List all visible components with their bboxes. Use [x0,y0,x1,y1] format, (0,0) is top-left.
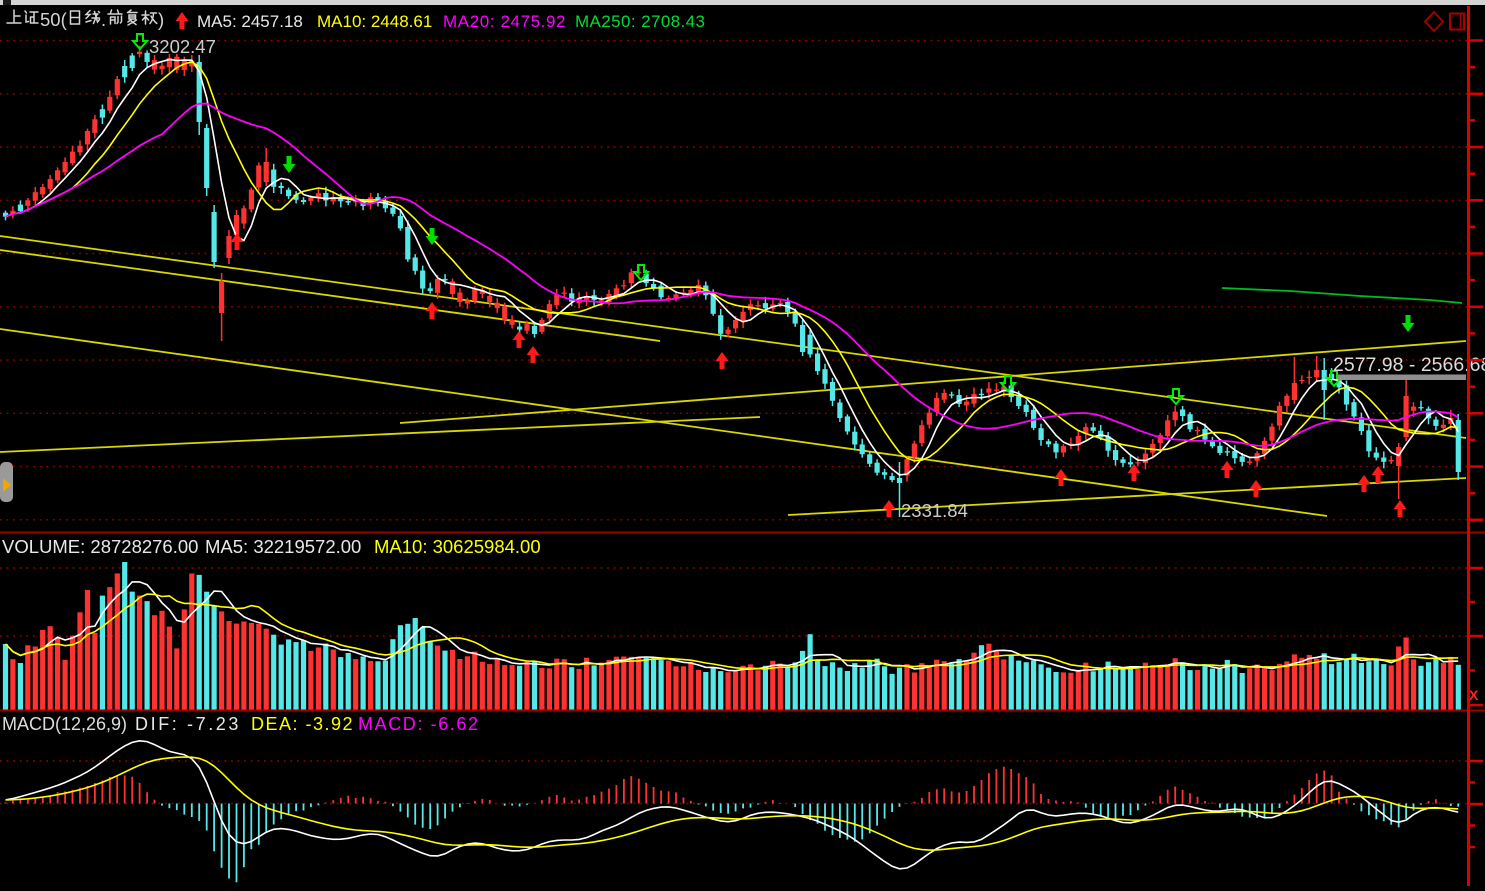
svg-text:X: X [1469,687,1479,703]
svg-text:): ) [158,9,164,30]
svg-text:DEA: -3.92: DEA: -3.92 [251,714,354,734]
svg-text:MA10: 2448.61: MA10: 2448.61 [317,12,432,31]
svg-text:MA5: 32219572.00: MA5: 32219572.00 [205,536,361,557]
svg-text:DIF: -7.23: DIF: -7.23 [135,714,241,734]
svg-text:MACD: -6.62: MACD: -6.62 [358,714,480,734]
svg-text:MA10: 30625984.00: MA10: 30625984.00 [374,536,541,557]
svg-text:MA20: 2475.92: MA20: 2475.92 [443,12,566,31]
svg-text:3202.47: 3202.47 [149,36,216,57]
svg-text:MA5: 2457.18: MA5: 2457.18 [197,12,303,31]
svg-text:VOLUME: 28728276.00: VOLUME: 28728276.00 [2,536,198,557]
svg-text:MACD(12,26,9): MACD(12,26,9) [2,714,127,734]
svg-text:2331.84: 2331.84 [901,500,968,521]
svg-text:.: . [101,9,106,30]
svg-text:MA250: 2708.43: MA250: 2708.43 [575,12,705,31]
svg-text:50(: 50( [40,9,68,30]
svg-text:2577.98 - 2566.68: 2577.98 - 2566.68 [1333,354,1485,376]
